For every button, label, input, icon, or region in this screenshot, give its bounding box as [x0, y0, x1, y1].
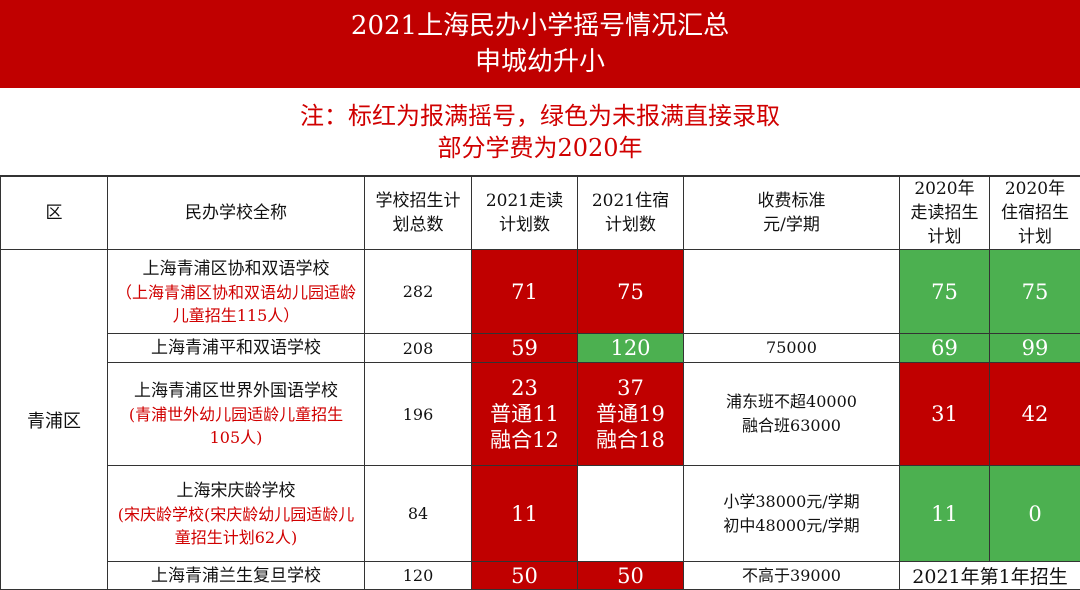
board-2020: 42 — [990, 363, 1080, 466]
school-name-cell: 上海青浦平和双语学校 — [108, 334, 365, 363]
walk-2021: 11 — [472, 466, 578, 562]
school-name-cell: 上海宋庆龄学校 (宋庆龄学校(宋庆龄幼儿园适龄儿童招生计划62人) — [108, 466, 365, 562]
page-subtitle: 申城幼升小 — [0, 44, 1080, 80]
board-2020: 75 — [990, 250, 1080, 334]
school-name-note: (宋庆龄学校(宋庆龄幼儿园适龄儿童招生计划62人) — [116, 503, 356, 549]
total-plan: 208 — [365, 334, 472, 363]
fee-cell: 75000 — [684, 334, 900, 363]
board-2020: 99 — [990, 334, 1080, 363]
total-plan: 84 — [365, 466, 472, 562]
fee-cell — [684, 250, 900, 334]
walk-2020: 75 — [900, 250, 990, 334]
board-2021: 37 普通19 融合18 — [578, 363, 684, 466]
table-row: 青浦区 上海青浦区协和双语学校 （上海青浦区协和双语幼儿园适龄儿童招生115人）… — [1, 250, 1080, 334]
school-name-note: （上海青浦区协和双语幼儿园适龄儿童招生115人） — [116, 281, 356, 327]
header-total-plan: 学校招生计划总数 — [365, 177, 472, 250]
school-name-cell: 上海青浦兰生复旦学校 — [108, 562, 365, 590]
fee-cell: 小学38000元/学期 初中48000元/学期 — [684, 466, 900, 562]
header-school-name: 民办学校全称 — [108, 177, 365, 250]
fee-cell: 不高于39000 — [684, 562, 900, 590]
walk-2020: 69 — [900, 334, 990, 363]
school-name: 上海青浦区协和双语学校 — [116, 257, 356, 281]
page-title: 2021上海民办小学摇号情况汇总 — [0, 8, 1080, 44]
header-board-2020: 2020年住宿招生计划 — [990, 177, 1080, 250]
school-name-cell: 上海青浦区协和双语学校 （上海青浦区协和双语幼儿园适龄儿童招生115人） — [108, 250, 365, 334]
board-2021: 120 — [578, 334, 684, 363]
board-2021: 75 — [578, 250, 684, 334]
board-2021: 50 — [578, 562, 684, 590]
first-year-note: 2021年第1年招生 — [900, 562, 1080, 590]
school-name: 上海青浦平和双语学校 — [108, 336, 364, 360]
header-walk-2020: 2020年走读招生计划 — [900, 177, 990, 250]
board-2020: 0 — [990, 466, 1080, 562]
total-plan: 196 — [365, 363, 472, 466]
walk-2021: 59 — [472, 334, 578, 363]
title-banner: 2021上海民办小学摇号情况汇总 申城幼升小 — [0, 0, 1080, 88]
walk-2021: 23 普通11 融合12 — [472, 363, 578, 466]
total-plan: 282 — [365, 250, 472, 334]
table-header-row: 区 民办学校全称 学校招生计划总数 2021走读计划数 2021住宿计划数 收费… — [1, 177, 1080, 250]
header-district: 区 — [1, 177, 108, 250]
school-name-note: (青浦世外幼儿园适龄儿童招生105人) — [116, 403, 356, 449]
header-walk-2021: 2021走读计划数 — [472, 177, 578, 250]
total-plan: 120 — [365, 562, 472, 590]
table-row: 上海青浦区世界外国语学校 (青浦世外幼儿园适龄儿童招生105人) 196 23 … — [1, 363, 1080, 466]
legend-note: 注：标红为报满摇号，绿色为未报满直接录取 部分学费为2020年 — [0, 88, 1080, 176]
table-row: 上海宋庆龄学校 (宋庆龄学校(宋庆龄幼儿园适龄儿童招生计划62人) 84 11 … — [1, 466, 1080, 562]
walk-2020: 11 — [900, 466, 990, 562]
school-name: 上海宋庆龄学校 — [116, 479, 356, 503]
walk-2020: 31 — [900, 363, 990, 466]
header-board-2021: 2021住宿计划数 — [578, 177, 684, 250]
legend-note-line2: 部分学费为2020年 — [0, 132, 1080, 164]
header-fee: 收费标准元/学期 — [684, 177, 900, 250]
school-name: 上海青浦区世界外国语学校 — [116, 379, 356, 403]
board-2021 — [578, 466, 684, 562]
lottery-table: 区 民办学校全称 学校招生计划总数 2021走读计划数 2021住宿计划数 收费… — [0, 176, 1080, 590]
school-name-cell: 上海青浦区世界外国语学校 (青浦世外幼儿园适龄儿童招生105人) — [108, 363, 365, 466]
fee-cell: 浦东班不超40000 融合班63000 — [684, 363, 900, 466]
legend-note-line1: 注：标红为报满摇号，绿色为未报满直接录取 — [0, 100, 1080, 132]
school-name: 上海青浦兰生复旦学校 — [108, 564, 364, 588]
table-row: 上海青浦平和双语学校 208 59 120 75000 69 99 — [1, 334, 1080, 363]
walk-2021: 71 — [472, 250, 578, 334]
walk-2021: 50 — [472, 562, 578, 590]
table-row: 上海青浦兰生复旦学校 120 50 50 不高于39000 2021年第1年招生 — [1, 562, 1080, 590]
district-cell: 青浦区 — [1, 250, 108, 590]
